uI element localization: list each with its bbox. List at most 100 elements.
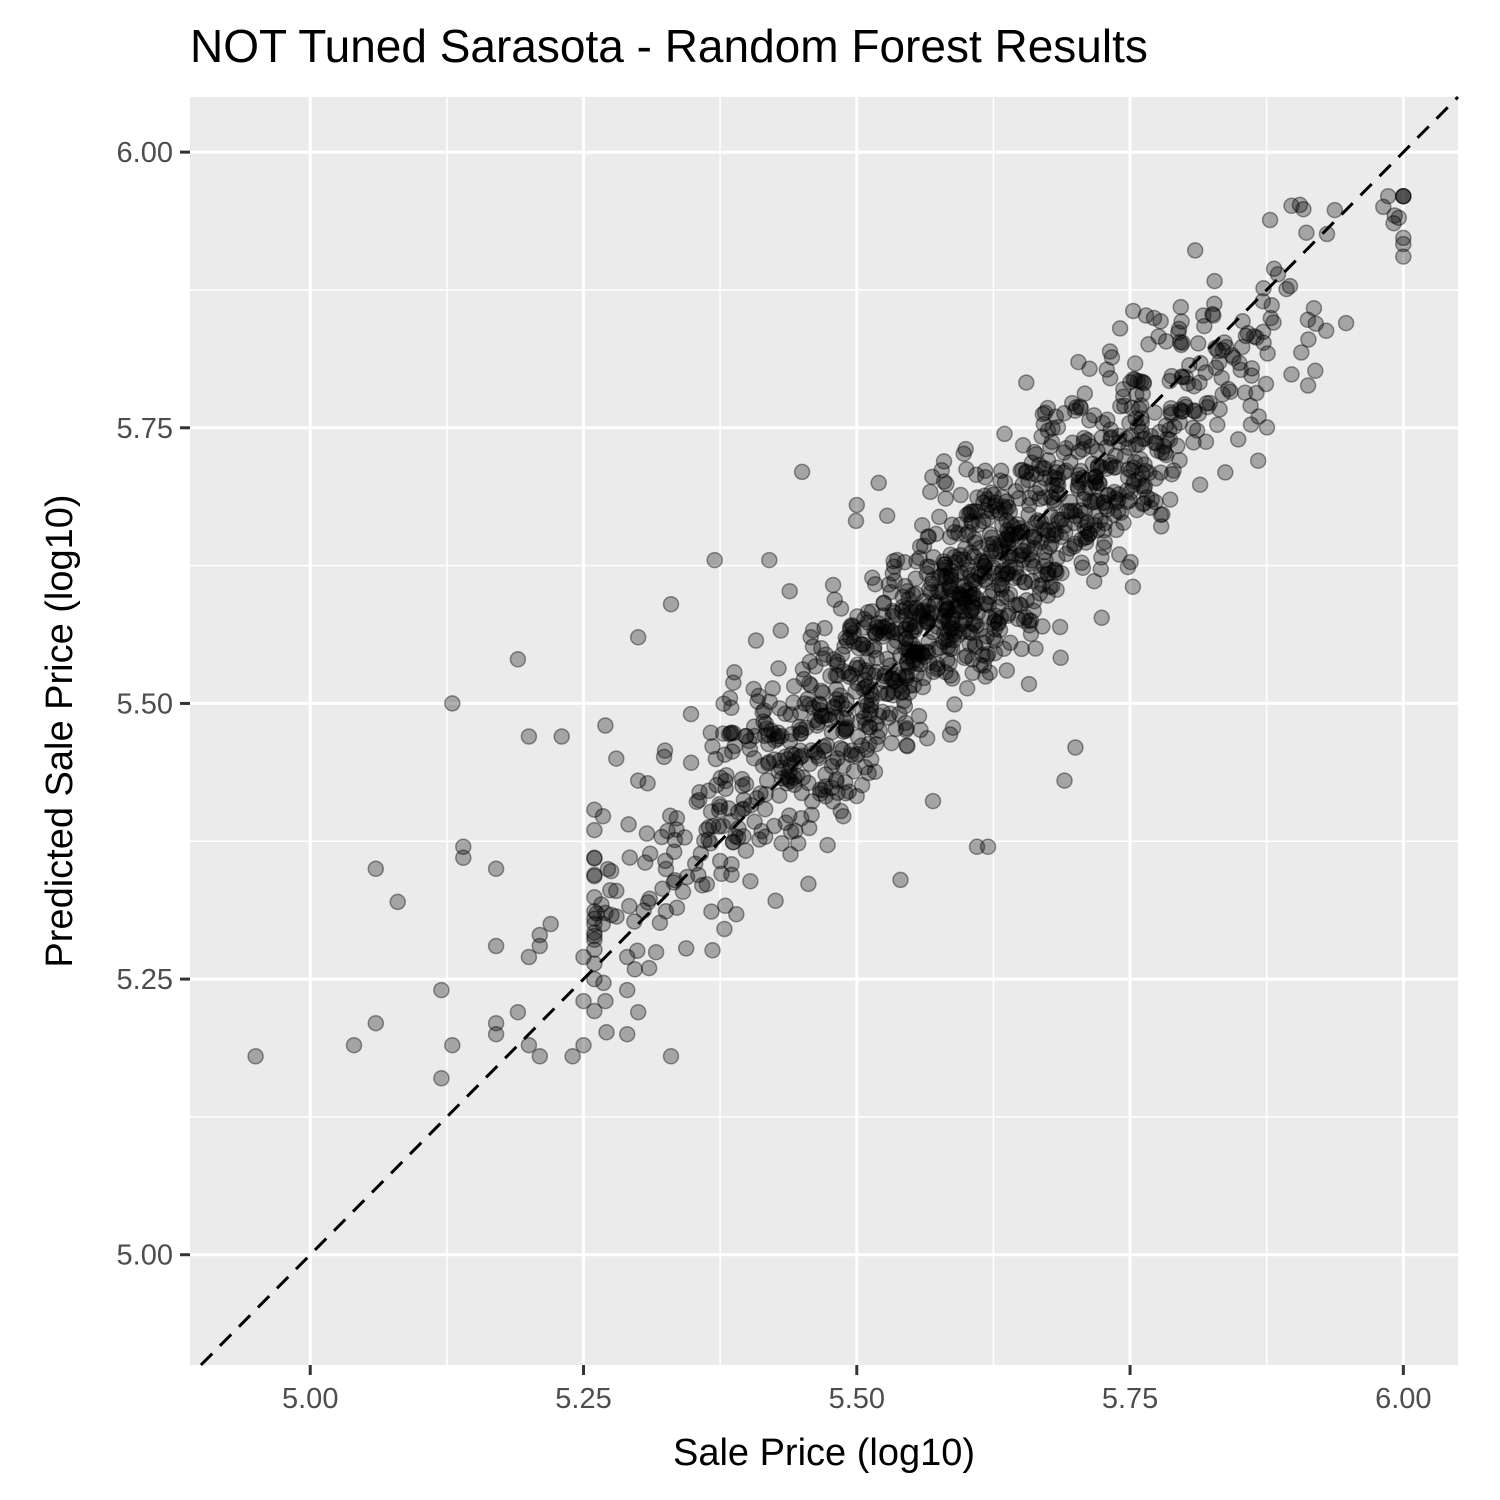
data-point [765, 817, 783, 835]
data-point [1040, 527, 1057, 544]
data-point [976, 462, 994, 480]
data-point [808, 717, 826, 734]
data-point [937, 568, 954, 585]
data-point [825, 698, 843, 715]
data-point [1166, 418, 1183, 436]
data-point [928, 618, 946, 635]
data-point [1125, 370, 1142, 388]
data-point [723, 699, 740, 717]
data-point [746, 813, 763, 830]
data-point [1014, 476, 1031, 493]
data-point [882, 622, 900, 639]
data-point [991, 504, 1009, 522]
data-point [837, 785, 855, 802]
data-point [977, 668, 994, 685]
data-point [597, 904, 614, 922]
data-point [848, 787, 865, 805]
data-point [938, 569, 956, 586]
data-point [1050, 513, 1068, 531]
data-point [998, 493, 1015, 510]
data-point [1263, 297, 1280, 314]
data-point [1023, 454, 1041, 471]
data-point [1091, 475, 1108, 492]
data-point [999, 538, 1017, 555]
data-point [1101, 343, 1119, 360]
data-point [735, 828, 752, 845]
data-point [936, 562, 953, 579]
data-point [654, 880, 671, 897]
data-point [990, 615, 1007, 633]
data-point [801, 696, 818, 713]
data-point [1048, 476, 1065, 494]
data-point [1005, 518, 1022, 536]
data-point [1047, 464, 1065, 481]
data-point [942, 581, 959, 598]
data-point [942, 546, 959, 563]
data-point [1171, 401, 1189, 418]
data-point [1122, 373, 1139, 391]
data-point [1025, 592, 1043, 610]
data-point [1014, 523, 1031, 540]
data-point [1116, 447, 1134, 465]
y-tick-label: 5.00 [117, 1240, 173, 1272]
data-point [1020, 612, 1038, 629]
data-point [740, 732, 758, 750]
data-point [964, 598, 981, 615]
data-point [728, 905, 745, 923]
data-point [898, 615, 915, 633]
data-point [1044, 476, 1061, 494]
data-point [856, 758, 874, 776]
data-point [761, 693, 779, 711]
data-point [861, 706, 878, 723]
data-point [968, 590, 986, 608]
data-point [455, 849, 472, 867]
data-point [626, 961, 644, 978]
data-point [691, 783, 708, 801]
data-point [765, 725, 783, 743]
data-point [842, 746, 860, 764]
data-point [1265, 260, 1283, 278]
data-point [575, 948, 592, 966]
data-point [966, 636, 984, 653]
data-point [657, 852, 674, 870]
data-point [674, 883, 692, 901]
data-point [1172, 298, 1190, 316]
data-point [841, 618, 859, 636]
data-point [1075, 429, 1093, 447]
data-point [999, 522, 1016, 539]
data-point [659, 822, 676, 840]
data-point [971, 539, 989, 557]
data-point [892, 677, 909, 694]
data-point [1036, 404, 1054, 421]
data-point [1110, 434, 1128, 451]
data-point [1122, 553, 1139, 571]
data-point [845, 633, 863, 650]
data-point [844, 618, 862, 635]
data-point [982, 484, 1000, 501]
data-point [1127, 436, 1145, 453]
data-point [1278, 280, 1295, 298]
data-point [1070, 353, 1087, 371]
data-point [1033, 428, 1050, 445]
data-point [700, 831, 717, 848]
data-point [655, 748, 673, 766]
data-point [553, 728, 570, 745]
data-point [678, 868, 696, 886]
data-point [1027, 640, 1044, 657]
data-point [1063, 394, 1081, 412]
data-point [793, 463, 811, 481]
data-point [1010, 547, 1028, 565]
data-point [849, 608, 866, 625]
data-point [629, 629, 647, 646]
data-point [874, 607, 892, 624]
data-point [1085, 572, 1103, 590]
data-point [896, 697, 914, 715]
data-point [915, 648, 933, 666]
data-point [771, 787, 788, 804]
data-point [1133, 477, 1151, 495]
data-point [942, 667, 959, 684]
data-point [898, 667, 916, 684]
data-point [945, 632, 962, 649]
data-point [981, 608, 998, 626]
data-point [896, 577, 914, 595]
